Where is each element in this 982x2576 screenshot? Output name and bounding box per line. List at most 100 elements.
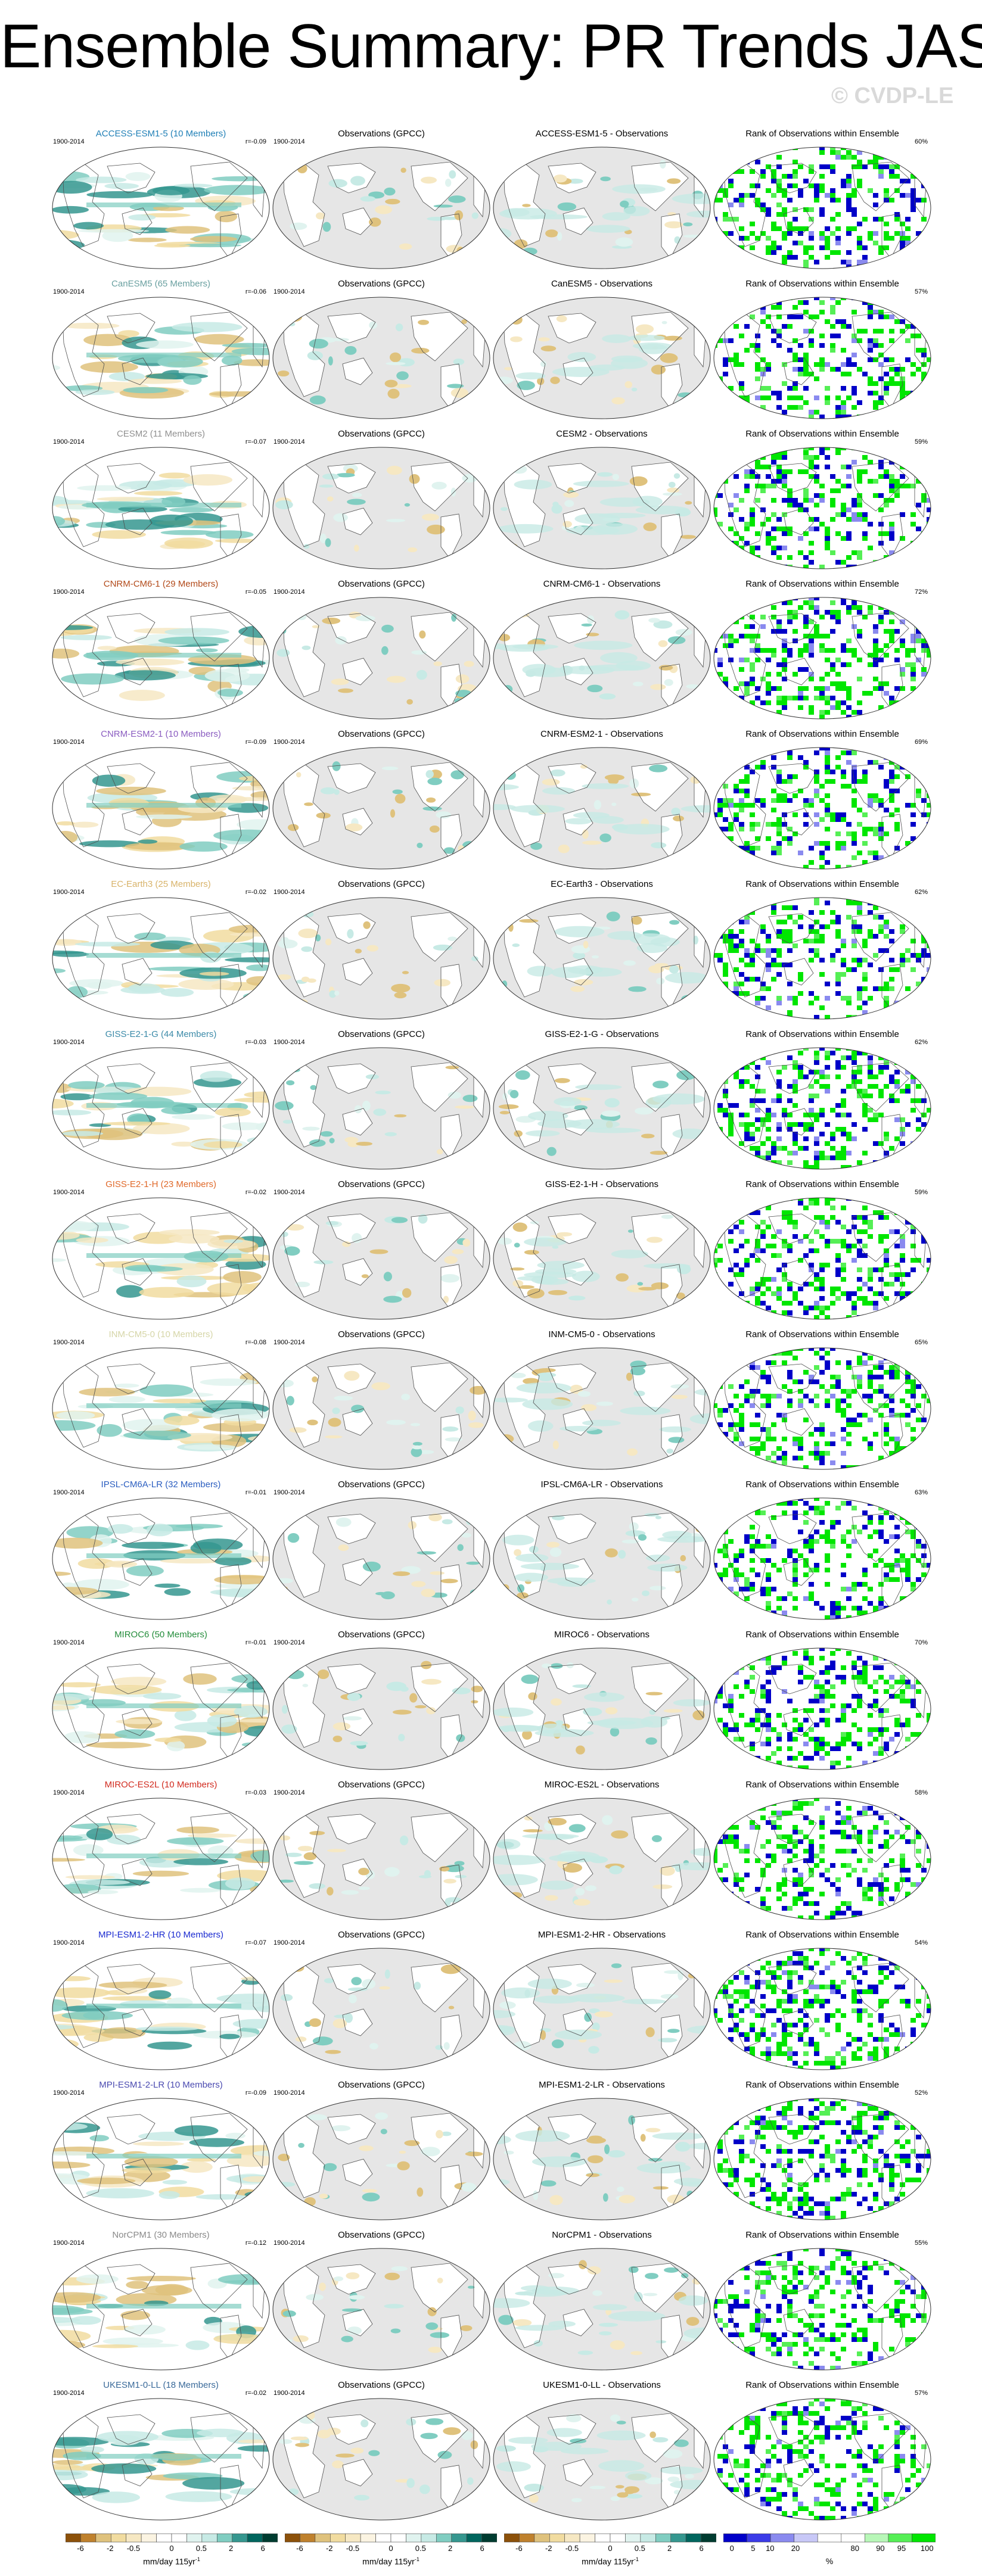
panel-title: EC-Earth3 (25 Members): [111, 879, 211, 889]
world-map: [272, 2098, 490, 2220]
rank-percent-label: 54%: [914, 1939, 928, 1946]
panel-title: Rank of Observations within Ensemble: [745, 1479, 899, 1490]
obs-trend-panel: Observations (GPCC) 1900-2014: [271, 1620, 492, 1775]
rank-panel: Rank of Observations within Ensemble 58%: [712, 1770, 933, 1925]
correlation-label: r=-0.01: [245, 1489, 266, 1496]
colorbar-swatch: [95, 2533, 111, 2543]
colorbar-tick-label: -6: [296, 2544, 303, 2553]
period-label: 1900-2014: [274, 1639, 305, 1646]
world-map: [272, 297, 490, 419]
period-label: 1900-2014: [274, 2239, 305, 2247]
colorbar-ticks: -6 -2 -0.5 0 0.5 2 6: [285, 2544, 497, 2553]
colorbar-ticks: 0 5 10 20 80 90 95 100: [723, 2544, 936, 2553]
panel-title: Rank of Observations within Ensemble: [745, 1930, 899, 1940]
diff-trend-panel: EC-Earth3 - Observations: [492, 870, 712, 1024]
world-map: [713, 147, 931, 269]
world-map: [493, 747, 711, 870]
rank-panel: Rank of Observations within Ensemble 70%: [712, 1620, 933, 1775]
colorbar-diff-trend: -6 -2 -0.5 0 0.5 2 6 mm/day 115yr-1: [504, 2533, 717, 2568]
panel-title: MIROC-ES2L (10 Members): [104, 1780, 217, 1790]
panel-title: MPI-ESM1-2-LR (10 Members): [99, 2080, 223, 2090]
panel-title: Observations (GPCC): [338, 579, 425, 589]
period-label: 1900-2014: [274, 2089, 305, 2097]
colorbar-swatch: [481, 2533, 498, 2543]
panel-title: CanESM5 - Observations: [551, 279, 653, 289]
diff-trend-panel: CESM2 - Observations: [492, 419, 712, 574]
obs-trend-panel: Observations (GPCC) 1900-2014: [271, 1470, 492, 1625]
page-title: Ensemble Summary: PR Trends JAS: [0, 12, 982, 81]
obs-trend-panel: Observations (GPCC) 1900-2014: [271, 269, 492, 424]
period-label: 1900-2014: [53, 1339, 85, 1346]
world-map: [52, 2398, 270, 2521]
world-map: [52, 2248, 270, 2371]
period-label: 1900-2014: [274, 1939, 305, 1946]
model-trend-panel: INM-CM5-0 (10 Members) 1900-2014 r=-0.08: [51, 1320, 271, 1475]
world-map: [713, 1647, 931, 1770]
world-map: [52, 297, 270, 419]
panel-title: Rank of Observations within Ensemble: [745, 2380, 899, 2390]
correlation-label: r=-0.07: [245, 1939, 266, 1946]
obs-trend-panel: Observations (GPCC) 1900-2014: [271, 870, 492, 1024]
panel-title: ACCESS-ESM1-5 (10 Members): [95, 129, 226, 139]
rank-percent-label: 57%: [914, 2390, 928, 2397]
world-map: [713, 1948, 931, 2070]
rank-panel: Rank of Observations within Ensemble 57%: [712, 2371, 933, 2525]
world-map: [493, 1948, 711, 2070]
diff-trend-panel: GISS-E2-1-G - Observations: [492, 1020, 712, 1175]
period-label: 1900-2014: [53, 1489, 85, 1496]
period-label: 1900-2014: [53, 1039, 85, 1046]
world-map: [713, 1047, 931, 1170]
world-map: [493, 447, 711, 569]
rank-percent-label: 63%: [914, 1489, 928, 1496]
colorbar-tick-label: 6: [699, 2544, 704, 2553]
colorbar-obs-trend: -6 -2 -0.5 0 0.5 2 6 mm/day 115yr-1: [284, 2533, 498, 2568]
period-label: 1900-2014: [274, 1339, 305, 1346]
correlation-label: r=-0.12: [245, 2239, 266, 2247]
diff-trend-panel: CNRM-CM6-1 - Observations: [492, 569, 712, 724]
period-label: 1900-2014: [274, 1489, 305, 1496]
world-map: [52, 747, 270, 870]
rank-percent-label: 57%: [914, 288, 928, 295]
summary-row: NorCPM1 (30 Members) 1900-2014 r=-0.12 Obse…: [0, 2220, 982, 2375]
panel-title: Rank of Observations within Ensemble: [745, 2080, 899, 2090]
diff-trend-panel: MPI-ESM1-2-LR - Observations: [492, 2070, 712, 2225]
colorbar-tick-label: -2: [325, 2544, 333, 2553]
panel-title: Observations (GPCC): [338, 1479, 425, 1490]
world-map: [272, 597, 490, 719]
panel-title: Observations (GPCC): [338, 1630, 425, 1640]
colorbar-label: mm/day 115yr-1: [362, 2556, 419, 2566]
colorbar-label: mm/day 115yr-1: [143, 2556, 200, 2566]
diff-trend-panel: MIROC6 - Observations: [492, 1620, 712, 1775]
period-label: 1900-2014: [53, 739, 85, 746]
colorbar-tick-label: 5: [751, 2544, 756, 2553]
colorbar-swatch: [655, 2533, 672, 2543]
panel-title: MPI-ESM1-2-HR (10 Members): [98, 1930, 224, 1940]
colorbar-tick-label: 10: [766, 2544, 775, 2553]
colorbar-tick-label: 0.5: [415, 2544, 426, 2553]
correlation-label: r=-0.07: [245, 438, 266, 446]
panel-title: Observations (GPCC): [338, 879, 425, 889]
world-map: [52, 1497, 270, 1620]
obs-trend-panel: Observations (GPCC) 1900-2014: [271, 2220, 492, 2375]
diff-trend-panel: MPI-ESM1-2-HR - Observations: [492, 1920, 712, 2075]
summary-row: UKESM1-0-LL (18 Members) 1900-2014 r=-0.02…: [0, 2371, 982, 2525]
panel-title: GISS-E2-1-H - Observations: [545, 1179, 659, 1189]
world-map: [713, 597, 931, 719]
colorbar-swatch: [171, 2533, 187, 2543]
colorbar-tick-label: 6: [260, 2544, 265, 2553]
world-map: [713, 2098, 931, 2220]
colorbar-tick-label: 20: [791, 2544, 800, 2553]
colorbar-swatch: [747, 2533, 771, 2543]
period-label: 1900-2014: [53, 1789, 85, 1796]
summary-row: IPSL-CM6A-LR (32 Members) 1900-2014 r=-0.0…: [0, 1470, 982, 1625]
colorbar-swatch: [390, 2533, 406, 2543]
diff-trend-panel: CNRM-ESM2-1 - Observations: [492, 719, 712, 874]
colorbar-swatch: [262, 2533, 278, 2543]
colorbar-swatches: [284, 2533, 498, 2543]
period-label: 1900-2014: [274, 588, 305, 596]
period-label: 1900-2014: [53, 2390, 85, 2397]
colorbar-swatch: [421, 2533, 437, 2543]
rank-panel: Rank of Observations within Ensemble 59%: [712, 419, 933, 574]
rank-percent-label: 59%: [914, 438, 928, 446]
colorbar-tick-label: -0.5: [565, 2544, 579, 2553]
